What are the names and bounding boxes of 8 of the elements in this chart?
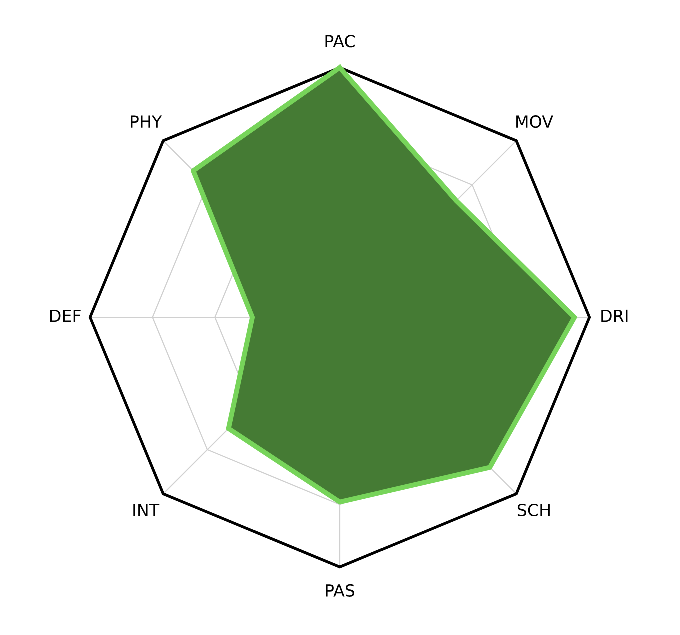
spoke-label: DEF xyxy=(50,310,81,322)
spoke-label: PAC xyxy=(326,35,355,48)
spoke-label: INT xyxy=(134,504,160,516)
spoke-label: PHY xyxy=(131,116,162,128)
spoke-label: PAS xyxy=(326,584,355,597)
spoke-label: MOV xyxy=(516,116,554,128)
spoke-label: DRI xyxy=(602,310,628,322)
spoke-label: SCH xyxy=(518,504,550,517)
